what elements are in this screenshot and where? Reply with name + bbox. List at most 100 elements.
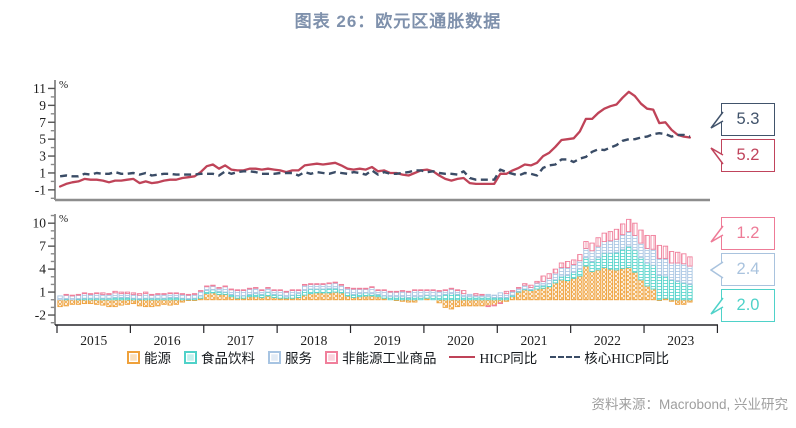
bar-segment xyxy=(589,270,595,301)
bar-segment xyxy=(387,291,393,298)
bar-segment xyxy=(118,291,124,295)
bar-segment xyxy=(650,288,656,301)
core-hicp-line xyxy=(59,132,691,181)
bar-segment xyxy=(332,281,338,284)
bar-segment xyxy=(571,277,577,301)
bar-segment xyxy=(191,293,198,295)
bar-segment xyxy=(405,290,412,293)
bar-segment xyxy=(271,290,277,295)
bar-segment xyxy=(583,265,589,301)
bar-segment xyxy=(436,299,442,304)
bar-segment xyxy=(381,289,387,292)
callout-food: 2.0 xyxy=(709,289,775,322)
bar-segment xyxy=(161,293,167,299)
chart-title: 图表 26：欧元区通胀数据 xyxy=(294,12,502,31)
bar-segment xyxy=(277,289,283,292)
bar-segment xyxy=(601,252,607,269)
bar-segment xyxy=(399,290,406,298)
bar-segment xyxy=(344,287,351,289)
bar-segment xyxy=(418,296,424,301)
source-note: 资料来源：Macrobond, 兴业研究 xyxy=(591,397,788,412)
bar-segment xyxy=(265,291,271,297)
bar-segment xyxy=(564,267,571,276)
bar-segment xyxy=(124,293,130,298)
bar-segment xyxy=(534,285,540,290)
bar-segment xyxy=(577,268,583,277)
bar-segment xyxy=(485,299,491,307)
bar-segment xyxy=(112,299,118,308)
bar-segment xyxy=(644,247,650,264)
x-axis-year-label: 2015 xyxy=(80,333,107,348)
legend-label: 服务 xyxy=(284,351,312,366)
bar-segment xyxy=(136,293,143,296)
bar-segment xyxy=(467,299,473,307)
bar-segment xyxy=(283,291,289,298)
bar-segment xyxy=(412,296,418,301)
callout-value: 2.0 xyxy=(736,296,760,314)
bar-segment xyxy=(638,229,644,244)
bar-segment xyxy=(124,299,130,305)
bar-segment xyxy=(436,290,442,297)
bar-segment xyxy=(534,282,540,287)
bar-segment xyxy=(228,296,234,301)
bar-segment xyxy=(375,296,381,301)
bar-segment xyxy=(412,289,418,292)
bar-segment xyxy=(106,293,112,295)
bar-segment xyxy=(577,260,583,270)
bar-segment xyxy=(577,275,583,301)
bar-segment xyxy=(210,284,216,287)
bar-segment xyxy=(375,289,381,292)
bar-segment xyxy=(87,293,94,295)
bar-segment xyxy=(485,293,491,298)
bar-segment xyxy=(595,237,601,247)
bar-segment xyxy=(204,293,210,301)
svg-text:11: 11 xyxy=(33,81,46,96)
bar-segment xyxy=(265,287,271,293)
bar-segment xyxy=(662,275,669,299)
bar-segment xyxy=(503,290,510,295)
bar-segment xyxy=(442,299,448,308)
bar-segment xyxy=(595,257,601,271)
bar-segment xyxy=(259,293,265,298)
bar-segment xyxy=(571,259,577,265)
bar-segment xyxy=(393,291,400,298)
bar-segment xyxy=(350,287,357,290)
bar-segment xyxy=(626,218,632,233)
legend-item-food: 食品饮料 xyxy=(183,347,255,367)
bar-segment xyxy=(534,288,540,301)
legend-item-hicp: HICP同比 xyxy=(449,347,537,367)
bar-segment xyxy=(583,247,589,259)
bar-segment xyxy=(130,292,137,295)
bar-segment xyxy=(632,222,638,236)
bar-segment xyxy=(485,305,491,308)
bar-segment xyxy=(467,296,473,301)
bar-segment xyxy=(198,290,204,292)
svg-text:1: 1 xyxy=(39,285,46,300)
bar-segment xyxy=(259,290,265,295)
bar-segment xyxy=(369,295,375,301)
bar-segment xyxy=(253,296,259,301)
bar-segment xyxy=(675,262,681,282)
bar-segment xyxy=(173,299,179,305)
bar-segment xyxy=(344,287,351,294)
bar-segment xyxy=(228,288,234,291)
bar-segment xyxy=(546,283,552,288)
bar-segment xyxy=(626,245,632,269)
svg-text:7: 7 xyxy=(39,115,46,130)
bar-segment xyxy=(589,261,595,272)
bar-segment xyxy=(467,293,473,298)
bar-segment xyxy=(424,294,430,299)
bar-segment xyxy=(577,254,583,262)
bar-segment xyxy=(222,293,228,301)
bar-segment xyxy=(491,294,497,298)
bar-segment xyxy=(149,299,155,308)
bar-segment xyxy=(601,241,607,254)
bar-segment xyxy=(314,283,320,290)
bar-segment xyxy=(259,289,265,292)
legend-label: 食品饮料 xyxy=(200,351,255,366)
bar-segment xyxy=(534,280,540,284)
bar-segment xyxy=(460,296,467,301)
bar-segment xyxy=(332,287,338,293)
bar-segment xyxy=(357,296,363,301)
bar-segment xyxy=(173,292,179,295)
